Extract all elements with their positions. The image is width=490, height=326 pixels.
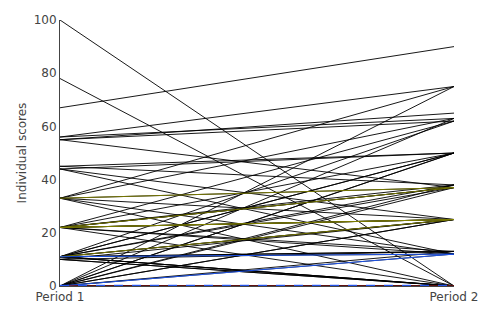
svg-text:60: 60: [41, 120, 56, 134]
svg-text:100: 100: [34, 13, 57, 27]
svg-text:20: 20: [41, 226, 56, 240]
svg-text:40: 40: [41, 173, 56, 187]
svg-text:0: 0: [49, 279, 57, 293]
svg-text:Individual scores: Individual scores: [15, 103, 29, 204]
svg-text:80: 80: [41, 66, 56, 80]
svg-text:Period 2: Period 2: [430, 290, 479, 304]
svg-text:Period 1: Period 1: [36, 290, 85, 304]
